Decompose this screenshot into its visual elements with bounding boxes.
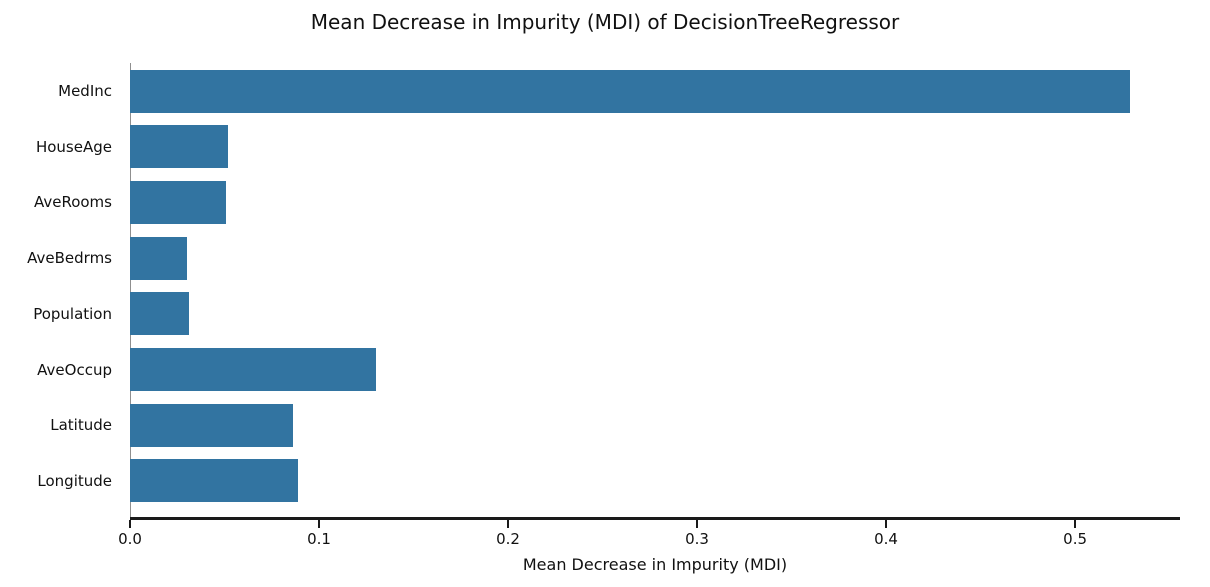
y-tick-label-aveoccup: AveOccup — [37, 360, 112, 379]
chart-title: Mean Decrease in Impurity (MDI) of Decis… — [310, 10, 900, 34]
bar-aveoccup — [130, 348, 376, 391]
x-tick-mark-0.0 — [129, 520, 131, 528]
x-tick-label-0.0: 0.0 — [118, 530, 142, 548]
y-tick-label-medinc: MedInc — [58, 82, 112, 100]
x-tick-mark-0.4 — [885, 520, 888, 528]
x-tick-label-0.5: 0.5 — [1063, 530, 1088, 548]
bar-medinc — [130, 69, 1130, 113]
x-tick-label-0.3: 0.3 — [685, 530, 709, 548]
y-tick-label-longitude: Longitude — [37, 471, 112, 490]
plot-area — [130, 63, 1180, 520]
x-tick-label-0.2: 0.2 — [496, 530, 520, 548]
x-tick-mark-0.3 — [696, 520, 699, 528]
bar-latitude — [130, 403, 293, 447]
x-axis-title: Mean Decrease in Impurity (MDI) — [522, 555, 788, 574]
bar-longitude — [130, 459, 299, 503]
x-tick-label-0.4: 0.4 — [874, 530, 898, 548]
y-tick-label-latitude: Latitude — [50, 416, 112, 435]
y-tick-label-avebedrms: AveBedrms — [27, 249, 112, 268]
y-tick-label-houseage: HouseAge — [35, 137, 112, 156]
bar-population — [130, 292, 189, 336]
bar-avebedrms — [130, 236, 187, 280]
x-tick-mark-0.2 — [507, 520, 510, 528]
x-tick-label-0.1: 0.1 — [307, 530, 331, 548]
y-axis-spine — [130, 63, 131, 517]
y-tick-label-population: Population — [33, 304, 112, 323]
bar-averooms — [130, 180, 227, 224]
x-tick-mark-0.1 — [318, 520, 321, 528]
x-tick-mark-0.5 — [1074, 520, 1077, 528]
y-tick-label-averooms: AveRooms — [33, 193, 112, 212]
bar-houseage — [130, 125, 229, 169]
